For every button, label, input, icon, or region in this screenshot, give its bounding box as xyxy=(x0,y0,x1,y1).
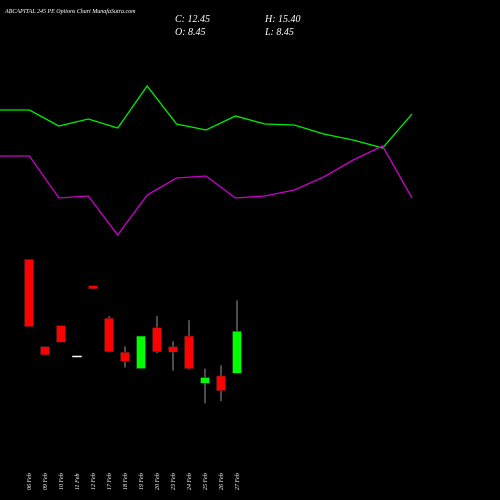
x-tick-label: 19 Feb xyxy=(139,473,145,490)
candle-body xyxy=(136,335,146,369)
candle-body xyxy=(104,317,114,353)
readout-high: H: 15.40 xyxy=(264,14,301,25)
candle-body xyxy=(72,355,82,358)
candle-body xyxy=(120,352,130,362)
readout-open: O: 8.45 xyxy=(175,27,206,38)
candle-body xyxy=(88,285,98,290)
candle-body xyxy=(56,325,66,343)
candle-body xyxy=(200,377,210,384)
x-tick-label: 26 Feb xyxy=(219,473,225,490)
candle-body xyxy=(168,346,178,353)
x-tick-label: 17 Feb xyxy=(107,473,113,490)
x-tick-label: 25 Feb xyxy=(203,473,209,490)
candle-body xyxy=(232,331,242,374)
x-tick-label: 18 Feb xyxy=(123,473,129,490)
line-series xyxy=(0,145,413,237)
candle-body xyxy=(40,346,50,356)
x-tick-label: 23 Feb xyxy=(171,473,177,490)
candle-body xyxy=(24,259,34,327)
candle-body xyxy=(152,327,162,353)
readout-close: C: 12.45 xyxy=(175,14,210,25)
chart-title: ABCAPITAL 245 PE Options Chart MunafaSut… xyxy=(4,8,136,15)
candle-body xyxy=(184,335,194,369)
x-tick-label: 20 Feb xyxy=(155,473,161,490)
x-tick-label: 24 Feb xyxy=(186,473,193,490)
x-tick-label: 10 Feb xyxy=(59,473,65,490)
x-tick-label: 11 Feb xyxy=(75,474,81,490)
readout-low: L: 8.45 xyxy=(264,27,294,38)
candle-body xyxy=(216,375,226,391)
x-tick-label: 12 Feb xyxy=(91,473,97,490)
x-tick-label: 06 Feb xyxy=(27,473,33,490)
x-tick-label: 09 Feb xyxy=(43,473,49,490)
x-tick-label: 27 Feb xyxy=(235,473,241,490)
line-series xyxy=(0,84,413,149)
